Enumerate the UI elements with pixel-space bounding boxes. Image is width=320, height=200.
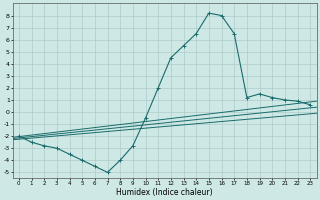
X-axis label: Humidex (Indice chaleur): Humidex (Indice chaleur) [116, 188, 213, 197]
